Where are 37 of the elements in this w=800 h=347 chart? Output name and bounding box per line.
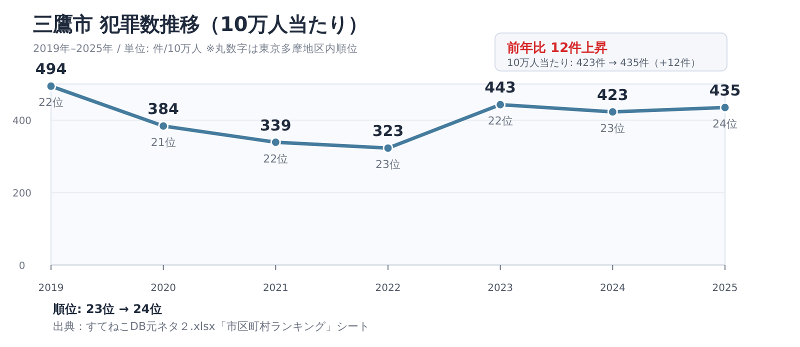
annotation: 23位 <box>600 122 626 135</box>
text: 前年比 12件上昇 <box>506 41 608 56</box>
annotation: 22位 <box>488 114 513 128</box>
point <box>46 80 56 92</box>
data-label: 494 <box>35 60 67 78</box>
annotation: 24位 <box>712 118 738 131</box>
y-tick-label: 0 <box>18 261 26 272</box>
x-tick-label: 2022 <box>375 283 401 294</box>
data-label: 323 <box>372 122 404 140</box>
x-tick-label: 2023 <box>488 283 514 294</box>
text: 順位: 23位 → 24位 <box>52 302 162 316</box>
point <box>495 99 506 110</box>
data-label: 443 <box>484 78 516 97</box>
data-label: 423 <box>597 86 628 104</box>
point <box>158 120 169 132</box>
annotation: 23位 <box>376 158 400 172</box>
data-label: 384 <box>148 100 179 118</box>
annotation: 22位 <box>38 96 64 110</box>
source-note: 出典：すてねこDB元ネタ２.xlsx「市区町村ランキング」シート <box>53 320 370 333</box>
x-tick-label: 2021 <box>262 283 288 294</box>
annotation: 22位 <box>263 152 288 166</box>
annotation: 21位 <box>150 136 176 149</box>
point <box>270 137 281 148</box>
data-label: 339 <box>260 116 292 134</box>
y-tick-label: 400 <box>12 116 32 128</box>
x-tick-label: 2019 <box>38 283 64 294</box>
x-tick-label: 2025 <box>712 283 738 294</box>
chart-title: 三鷹市 犯罪数推移（10万人当たり） <box>33 12 368 36</box>
point <box>382 142 394 154</box>
point <box>607 106 618 118</box>
data-label: 435 <box>709 82 741 100</box>
point <box>720 102 730 113</box>
x-tick-label: 2024 <box>600 283 626 294</box>
x-tick-label: 2020 <box>150 283 176 294</box>
chart-subtitle: 2019年–2025年 / 単位: 件/10万人 ※丸数字は東京多摩地区内順位 <box>33 42 358 55</box>
y-tick-label: 200 <box>12 188 32 200</box>
text: 10万人当たり: 423件 → 435件（+12件） <box>507 57 700 69</box>
